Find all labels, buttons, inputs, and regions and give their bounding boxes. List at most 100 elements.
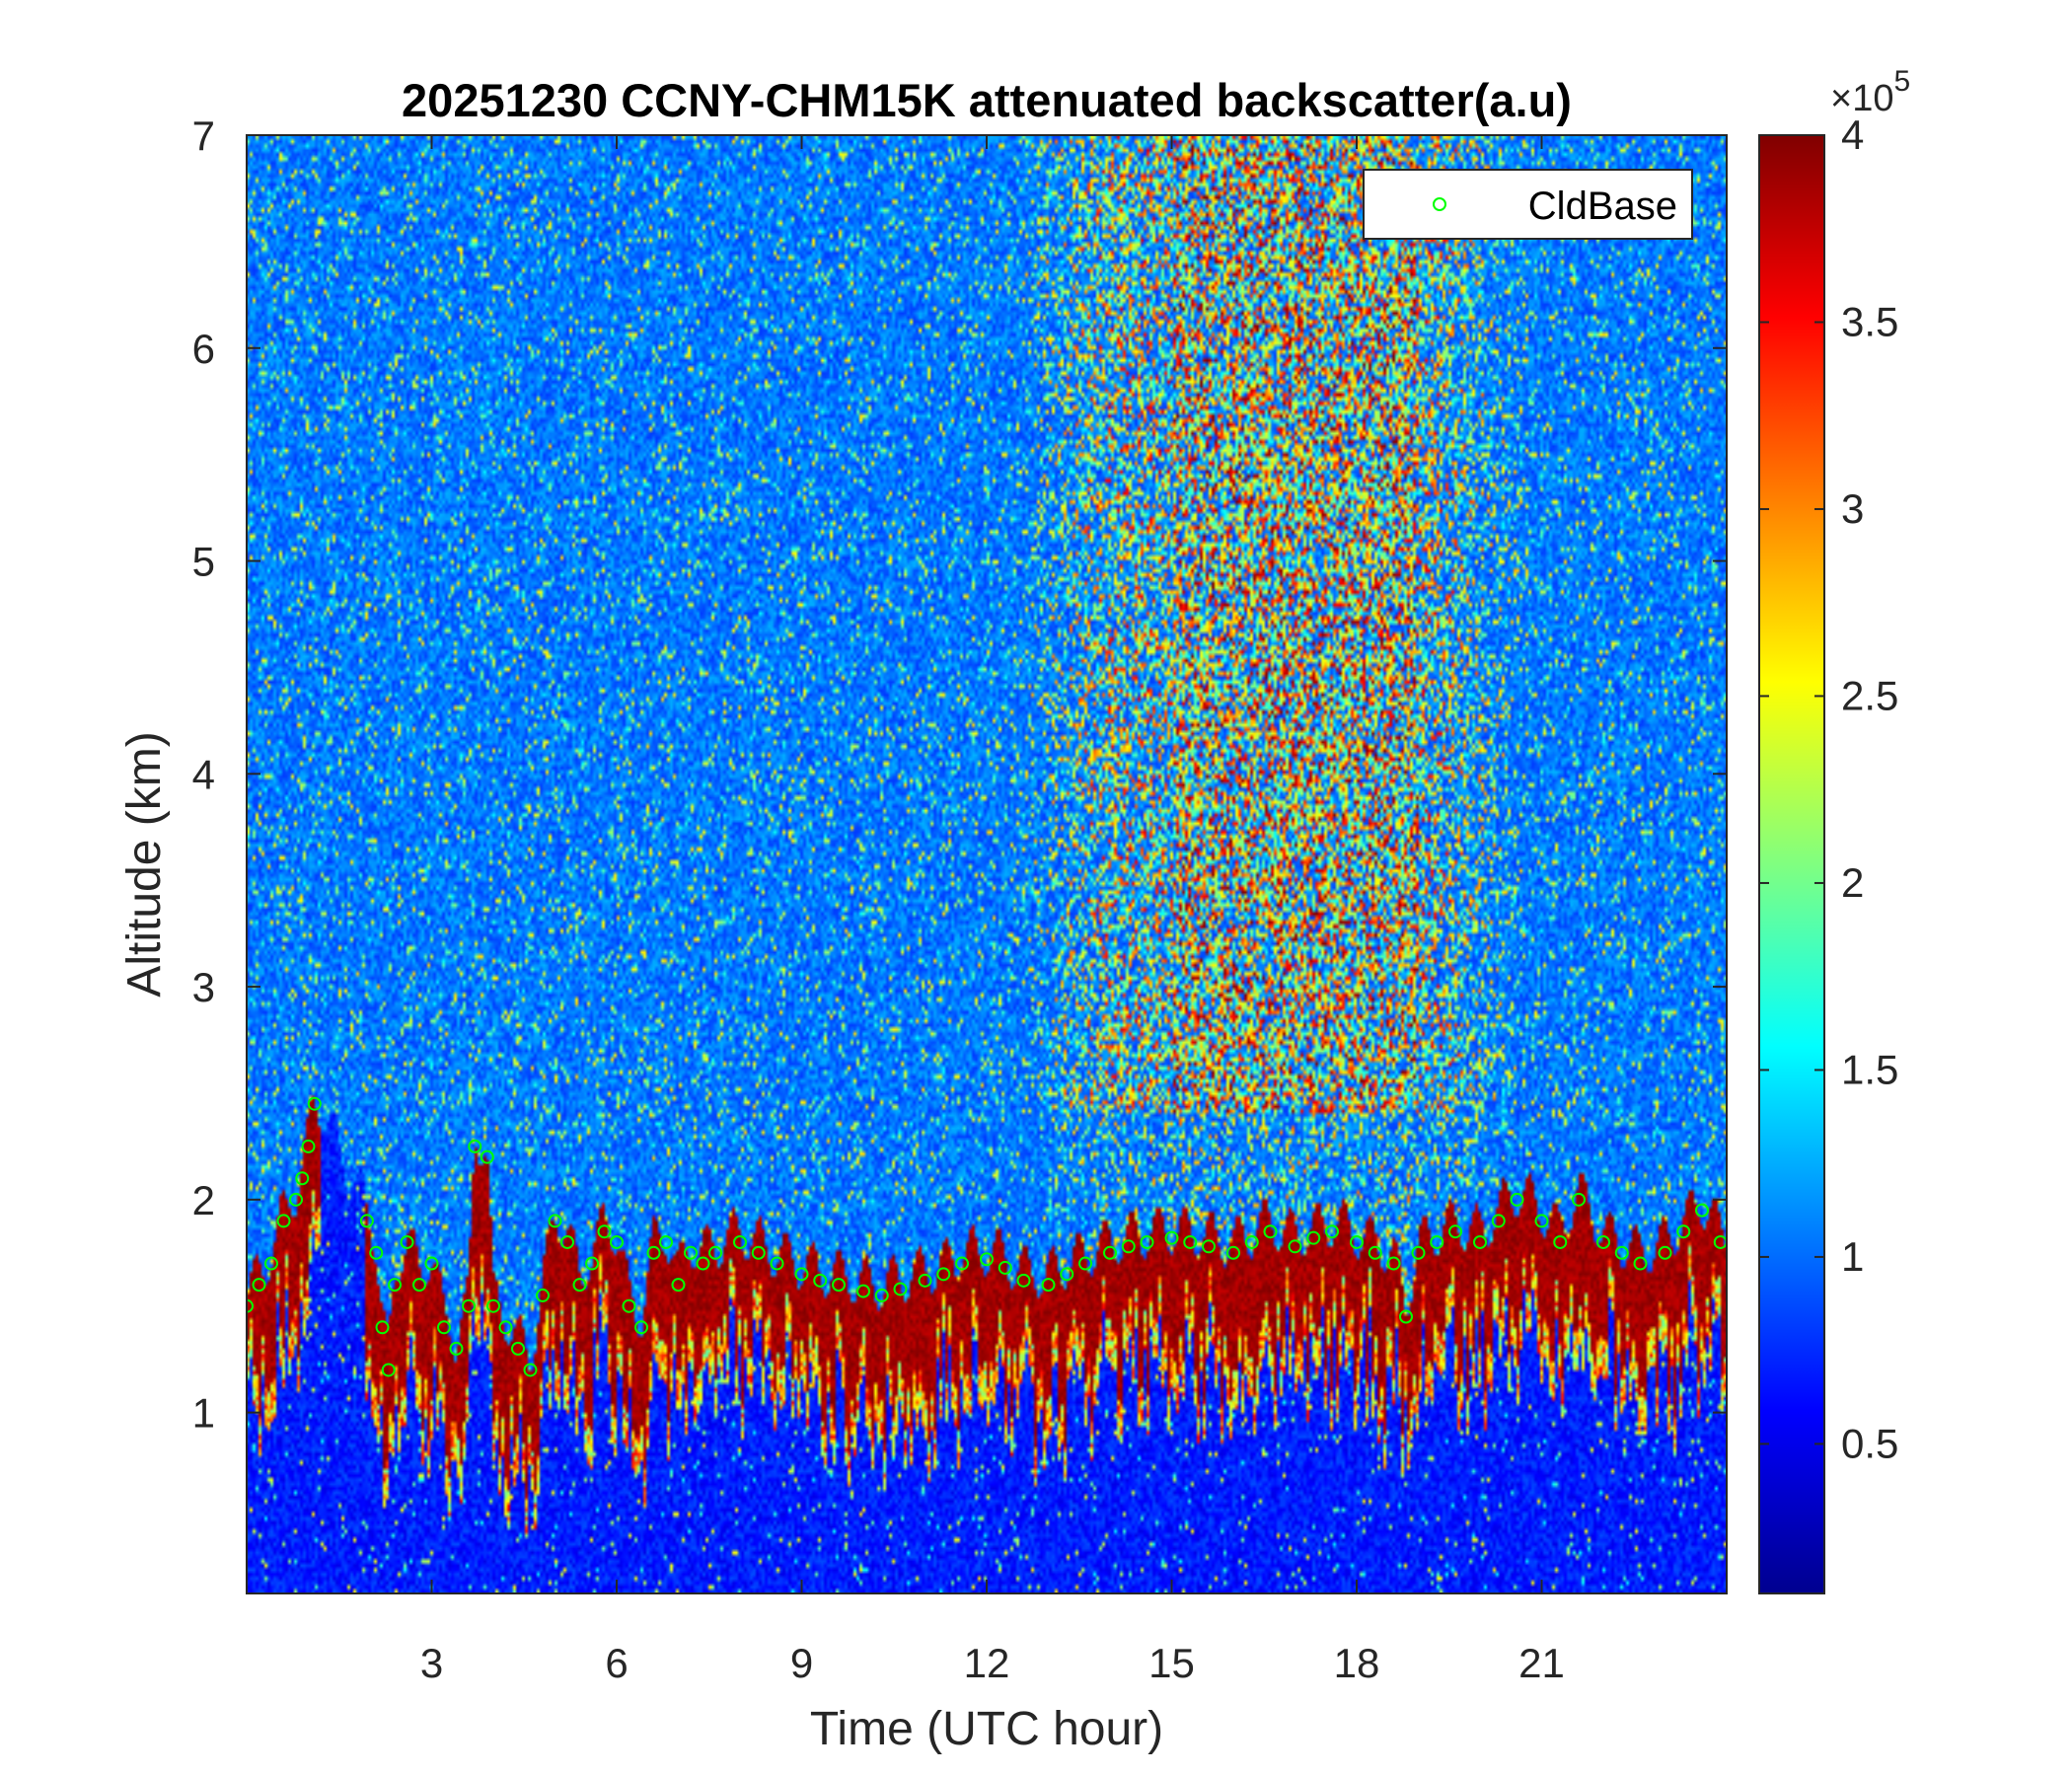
cldbase-point [1368,1245,1382,1260]
cldbase-point [1078,1256,1092,1271]
cldbase-point [1614,1245,1629,1260]
colorbar-tick-label: 3 [1841,485,1864,532]
colorbar-tick-label: 0.5 [1841,1420,1898,1466]
cldbase-point [659,1234,673,1249]
cldbase-point [468,1139,482,1153]
cldbase-point [918,1273,932,1288]
cldbase-point [289,1192,303,1207]
cldbase-point [1658,1245,1672,1260]
colorbar-tick-label: 1 [1841,1233,1864,1280]
cldbase-point [388,1278,402,1293]
cldbase-point [610,1234,624,1249]
cldbase-point [998,1260,1012,1275]
x-tick-label: 12 [964,1640,1010,1686]
colorbar-multiplier-base: ×10 [1830,78,1893,119]
cldbase-point [980,1252,994,1267]
cldbase-point [751,1245,766,1260]
cldbase-point [955,1256,969,1271]
cldbase-point [874,1288,889,1302]
colorbar-ticks: 0.5 1 1.5 2 2.5 3 3.5 4 [1759,111,1898,1466]
cldbase-point [1572,1192,1586,1207]
x-tick-label: 21 [1518,1640,1565,1686]
cldbase-point [560,1234,574,1249]
cldbase-point [1399,1309,1413,1324]
colorbar-tick-label: 4 [1841,111,1864,158]
cldbase-point [359,1214,374,1228]
cldbase-point [1164,1230,1179,1245]
cldbase-point [276,1214,291,1228]
x-axis-ticks: 3 6 9 12 15 18 21 [420,135,1565,1686]
cldbase-series [247,1096,1727,1377]
cldbase-point [1473,1234,1487,1249]
chart-title: 20251230 CCNY-CHM15K attenuated backscat… [402,74,1572,126]
cldbase-point [1430,1234,1444,1249]
cldbase-point [1288,1239,1302,1254]
cldbase-point [1121,1239,1136,1254]
cldbase-point [301,1139,316,1153]
cldbase-point [671,1278,686,1293]
cldbase-point [585,1256,599,1271]
cldbase-point [1202,1239,1216,1254]
cldbase-point [449,1341,464,1356]
cldbase-point [832,1278,846,1293]
cldbase-point [400,1234,414,1249]
y-tick-label: 4 [192,751,215,797]
cldbase-point [1263,1224,1278,1239]
cldbase-point [684,1245,698,1260]
y-axis-label: Altitude (km) [118,731,171,997]
cldbase-point [597,1224,612,1239]
x-axis-label: Time (UTC hour) [810,1703,1163,1755]
cldbase-point [1386,1256,1401,1271]
cldbase-point [856,1284,870,1298]
cldbase-point [295,1171,310,1186]
cldbase-point [412,1278,426,1293]
cldbase-point [548,1214,562,1228]
cldbase-point [381,1363,396,1377]
cldbase-point [733,1234,747,1249]
cldbase-point [1695,1203,1709,1218]
cldbase-point [1491,1214,1506,1228]
cldbase-point [264,1256,278,1271]
cldbase-point [1676,1224,1691,1239]
colorbar: 0.5 1 1.5 2 2.5 3 3.5 4 ×105 [1758,65,1910,1594]
x-tick-label: 6 [605,1640,628,1686]
cldbase-point [307,1096,322,1111]
cldbase-point [1244,1234,1259,1249]
cldbase-point [634,1320,648,1335]
cldbase-point [1140,1234,1154,1249]
cldbase-point [511,1341,525,1356]
y-tick-label: 2 [192,1177,215,1223]
cldbase-point [523,1363,538,1377]
cldbase-point [1016,1273,1031,1288]
y-axis-ticks: 1 2 3 4 5 6 7 [192,112,1727,1437]
cldbase-point [813,1273,828,1288]
cldbase-point [936,1267,951,1282]
colorbar-gradient [1758,134,1825,1594]
cldbase-point [1306,1230,1321,1245]
colorbar-tick-label: 3.5 [1841,298,1898,344]
legend-marker-icon [1433,197,1446,211]
cldbase-point [462,1298,476,1313]
cldbase-point [1325,1224,1339,1239]
x-tick-label: 9 [790,1640,813,1686]
legend-box [1363,169,1693,240]
cldbase-point [622,1298,636,1313]
cldbase-point [572,1278,587,1293]
x-tick-label: 3 [420,1640,443,1686]
cldbase-point [424,1256,439,1271]
x-tick-label: 18 [1334,1640,1380,1686]
cldbase-point [498,1320,513,1335]
cldbase-point [252,1278,266,1293]
cldbase-point [247,1298,254,1313]
legend-entry-cldbase: CldBase [1528,185,1677,228]
y-tick-label: 3 [192,964,215,1010]
cldbase-point [696,1256,710,1271]
cldbase-point [369,1245,384,1260]
cldbase-point [1448,1224,1462,1239]
cldbase-point [893,1282,908,1296]
cldbase-point [1060,1267,1074,1282]
cldbase-point [646,1245,661,1260]
cldbase-point [1226,1245,1240,1260]
y-tick-label: 7 [192,112,215,159]
